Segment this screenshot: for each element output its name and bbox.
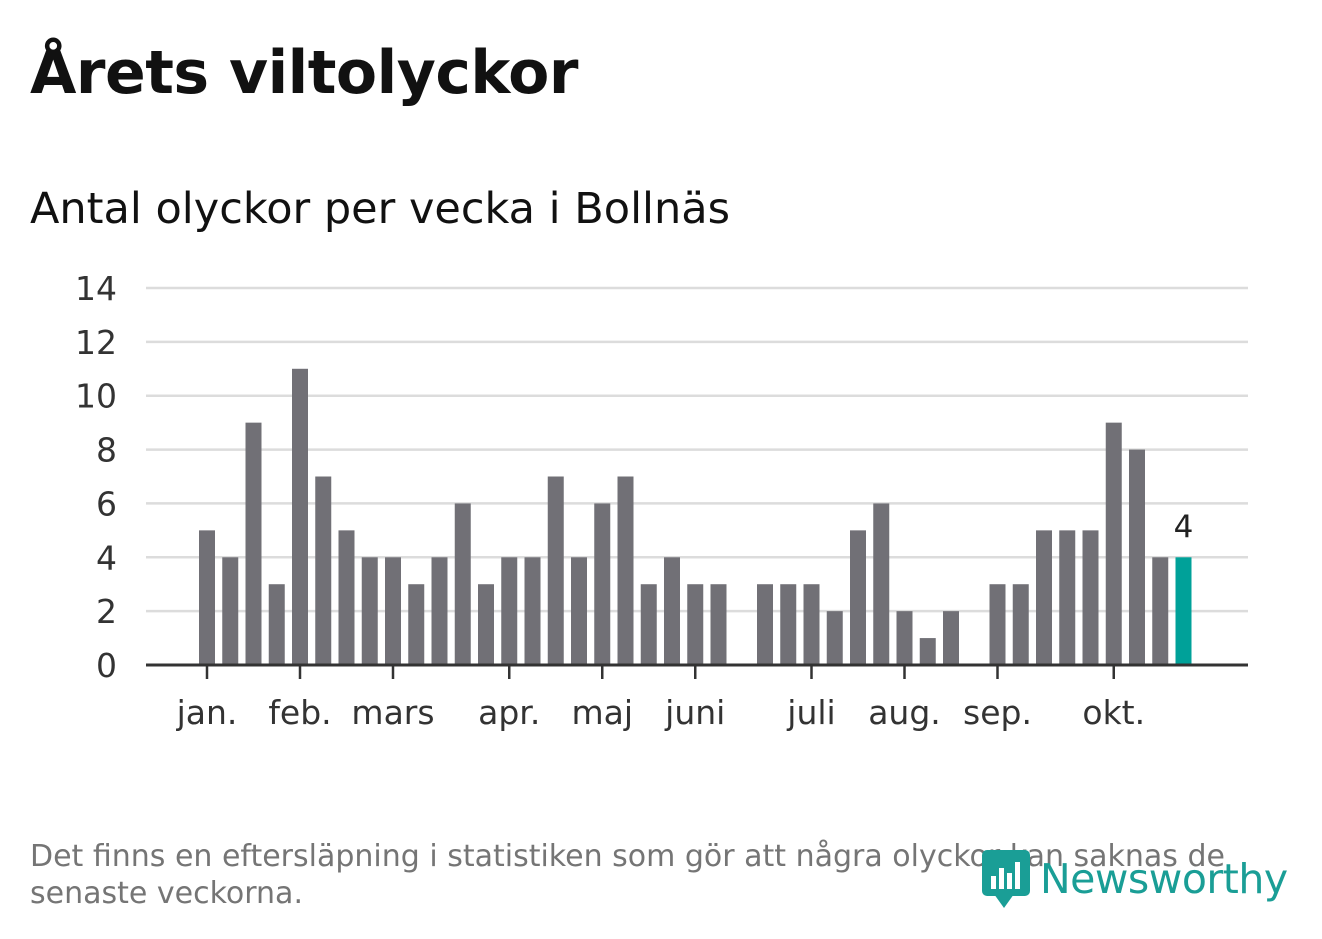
- x-tick-label: juli: [786, 693, 835, 732]
- bar: [361, 557, 378, 665]
- bar: [803, 584, 820, 665]
- brand-name: Newsworthy: [1040, 855, 1288, 903]
- bar: [1105, 422, 1122, 665]
- y-tick-label: 10: [75, 377, 117, 416]
- bar: [268, 584, 285, 665]
- y-tick-label: 14: [75, 269, 117, 308]
- bar: [501, 557, 518, 665]
- bar: [919, 638, 936, 665]
- x-tick-label: mars: [351, 693, 434, 732]
- y-axis-tick-labels: 0 2 4 6 8 10 12 14: [75, 269, 117, 685]
- x-tick-label: sep.: [963, 693, 1032, 732]
- y-tick-label: 8: [96, 431, 117, 470]
- bar-chart: 0 2 4 6 8 10 12 14 jan. feb. mars apr. maj juni juli a…: [75, 269, 1248, 732]
- y-tick-label: 12: [75, 323, 117, 362]
- x-tick-label: feb.: [268, 693, 331, 732]
- x-tick-label: aug.: [868, 693, 941, 732]
- bar: [757, 584, 773, 665]
- newsworthy-logo: Newsworthy: [980, 848, 1288, 910]
- bar: [478, 584, 494, 665]
- bar: [1129, 449, 1145, 665]
- bar: [524, 557, 541, 665]
- chart-subtitle: Antal olyckor per vecka i Bollnäs: [30, 184, 730, 234]
- bar: [896, 611, 913, 665]
- bar: [547, 476, 564, 665]
- bar: [571, 557, 587, 665]
- bar: [664, 557, 680, 665]
- bar: [431, 557, 448, 665]
- bars: [199, 368, 1192, 665]
- y-tick-label: 4: [96, 538, 117, 577]
- bar: [199, 530, 215, 665]
- bar: [594, 503, 611, 665]
- y-tick-label: 6: [96, 484, 117, 523]
- x-tick-label: maj: [571, 693, 633, 732]
- bar: [1152, 557, 1169, 665]
- bar: [850, 530, 866, 665]
- bar: [617, 476, 634, 665]
- bar: [780, 584, 797, 665]
- bar: [989, 584, 1006, 665]
- bar: [826, 611, 843, 665]
- bar: [385, 557, 401, 665]
- data-label-last-week: 4: [1174, 509, 1194, 545]
- bar: [1012, 584, 1029, 665]
- x-tick-label: apr.: [478, 693, 540, 732]
- bar: [687, 584, 704, 665]
- bar-highlighted: [1175, 557, 1192, 665]
- y-tick-label: 2: [96, 592, 117, 631]
- x-tick-label: okt.: [1082, 693, 1145, 732]
- x-axis-ticks: jan. feb. mars apr. maj juni juli aug. sep. okt.: [176, 665, 1145, 732]
- bar: [315, 476, 332, 665]
- bar: [943, 611, 959, 665]
- x-tick-label: juni: [664, 693, 725, 732]
- bar: [1059, 530, 1076, 665]
- bar: [454, 503, 471, 665]
- newsworthy-logo-icon: [982, 850, 1030, 908]
- bar: [338, 530, 355, 665]
- bar: [245, 422, 262, 665]
- bar: [1036, 530, 1052, 665]
- bar: [873, 503, 890, 665]
- bar: [292, 368, 308, 665]
- bar: [408, 584, 425, 665]
- bar: [710, 584, 727, 665]
- bar: [222, 557, 239, 665]
- bar: [1082, 530, 1099, 665]
- y-tick-label: 0: [96, 646, 117, 685]
- chart-title: Årets viltolyckor: [30, 38, 579, 108]
- bar: [640, 584, 657, 665]
- x-tick-label: jan.: [176, 693, 238, 732]
- data-labels: 4: [1174, 509, 1194, 545]
